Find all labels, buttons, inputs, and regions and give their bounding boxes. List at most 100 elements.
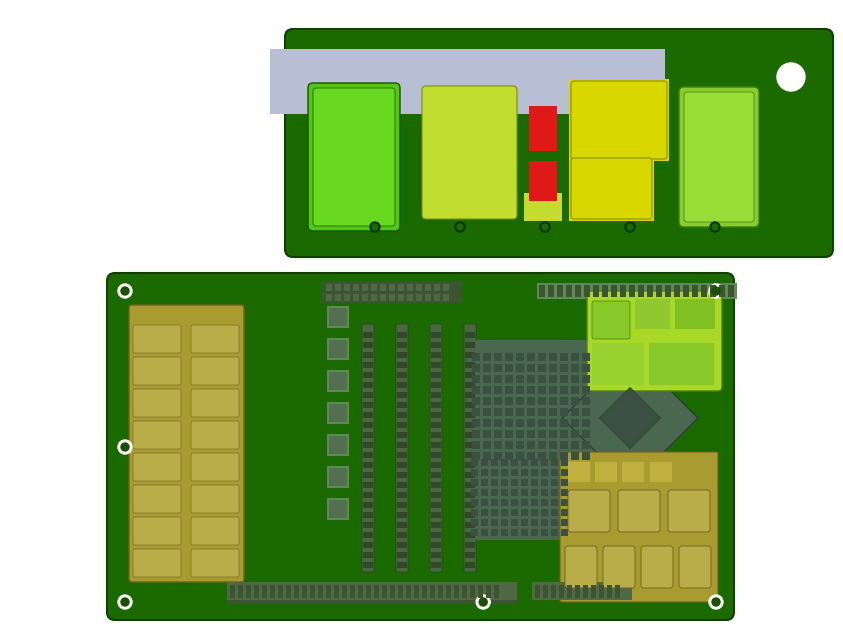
Bar (494, 419, 502, 427)
Bar (719, 285, 725, 297)
Bar (481, 459, 488, 466)
Circle shape (627, 224, 633, 230)
Bar (483, 386, 491, 394)
Bar (396, 324, 408, 572)
Bar (353, 294, 359, 301)
Bar (278, 585, 283, 598)
Circle shape (540, 222, 550, 232)
Bar (327, 402, 349, 424)
Bar (527, 353, 535, 361)
Bar (329, 404, 347, 422)
Bar (582, 375, 590, 383)
Bar (561, 509, 568, 516)
Bar (551, 479, 558, 486)
Bar (431, 492, 441, 498)
Bar (329, 500, 347, 518)
Bar (465, 402, 475, 408)
Bar (501, 509, 508, 516)
Bar (286, 585, 291, 598)
Bar (501, 469, 508, 476)
Bar (494, 585, 499, 598)
Bar (491, 459, 498, 466)
Bar (363, 462, 373, 468)
FancyBboxPatch shape (571, 81, 667, 159)
FancyBboxPatch shape (684, 92, 754, 222)
Bar (465, 542, 475, 548)
Bar (582, 408, 590, 416)
Bar (560, 419, 568, 427)
Bar (465, 552, 475, 558)
Bar (505, 375, 513, 383)
Bar (397, 442, 407, 448)
Circle shape (709, 595, 723, 609)
Circle shape (457, 224, 463, 230)
Bar (465, 372, 475, 378)
Bar (527, 419, 535, 427)
Bar (362, 294, 368, 301)
Bar (674, 285, 680, 297)
Bar (561, 529, 568, 536)
Bar (505, 419, 513, 427)
Bar (431, 462, 441, 468)
Bar (494, 452, 502, 460)
Bar (363, 502, 373, 508)
Bar (397, 332, 407, 338)
FancyBboxPatch shape (618, 490, 660, 532)
Bar (398, 585, 403, 598)
Bar (363, 332, 373, 338)
Bar (465, 462, 475, 468)
Bar (560, 353, 568, 361)
Bar (371, 284, 377, 291)
Bar (531, 469, 538, 476)
Bar (472, 353, 480, 361)
Bar (511, 519, 518, 526)
Bar (538, 364, 546, 372)
Bar (538, 441, 546, 449)
Bar (430, 324, 442, 572)
Bar (511, 499, 518, 506)
Bar (582, 353, 590, 361)
Bar (549, 353, 557, 361)
Bar (335, 294, 341, 301)
Bar (406, 585, 411, 598)
Bar (582, 430, 590, 438)
Bar (227, 582, 517, 600)
Bar (571, 375, 579, 383)
Bar (397, 512, 407, 518)
FancyBboxPatch shape (285, 29, 833, 257)
Bar (342, 585, 347, 598)
Bar (471, 469, 478, 476)
Bar (521, 519, 528, 526)
Bar (521, 469, 528, 476)
Bar (701, 285, 707, 297)
Bar (560, 386, 568, 394)
Bar (481, 529, 488, 536)
Bar (363, 382, 373, 388)
Bar (334, 585, 339, 598)
Bar (505, 386, 513, 394)
Bar (270, 585, 275, 598)
Bar (531, 459, 538, 466)
Bar (571, 397, 579, 405)
Bar (397, 422, 407, 428)
Bar (483, 353, 491, 361)
Bar (471, 479, 478, 486)
Bar (531, 519, 538, 526)
Bar (467, 450, 582, 540)
Bar (483, 430, 491, 438)
Bar (483, 375, 491, 383)
Bar (416, 294, 422, 301)
Bar (390, 585, 395, 598)
Bar (380, 284, 386, 291)
Circle shape (712, 598, 720, 606)
Bar (516, 364, 524, 372)
Bar (227, 600, 517, 604)
Bar (571, 452, 579, 460)
Bar (592, 343, 644, 385)
Bar (527, 397, 535, 405)
Bar (567, 585, 572, 598)
Bar (425, 284, 431, 291)
FancyBboxPatch shape (422, 86, 517, 219)
Bar (326, 284, 332, 291)
FancyBboxPatch shape (571, 158, 652, 219)
